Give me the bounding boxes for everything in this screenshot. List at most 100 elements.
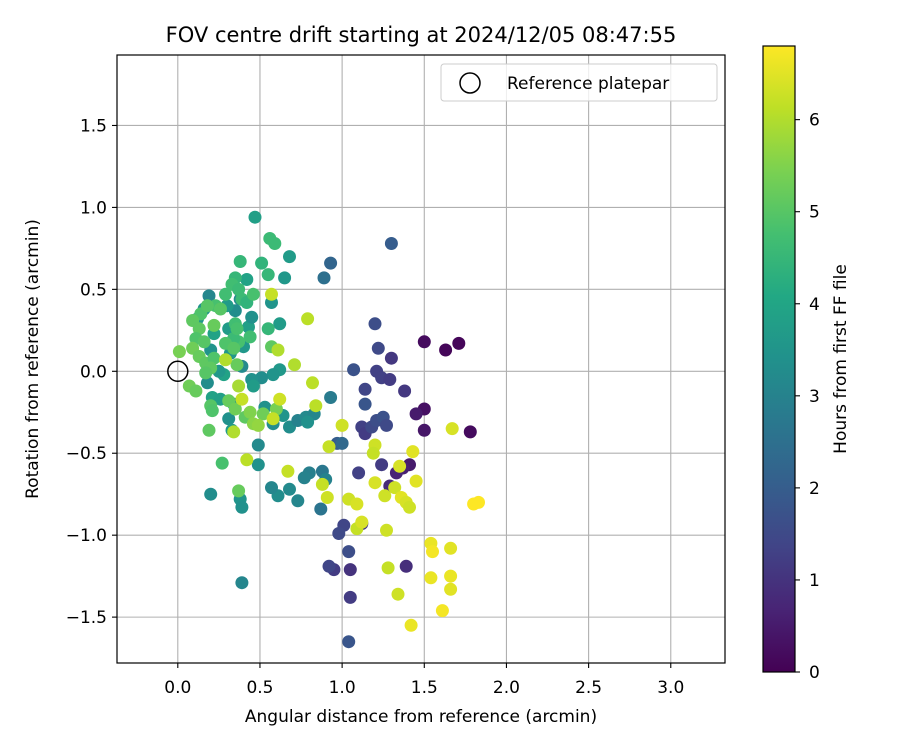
colorbar-tick-label: 0 bbox=[809, 663, 820, 683]
scatter-point bbox=[332, 527, 346, 540]
scatter-point bbox=[472, 495, 485, 509]
scatter-point bbox=[403, 500, 416, 514]
scatter-point bbox=[278, 271, 292, 285]
scatter-point bbox=[409, 474, 423, 488]
plot-area-frame bbox=[116, 54, 726, 664]
scatter-point bbox=[355, 515, 369, 529]
scatter-point bbox=[409, 407, 423, 421]
scatter-point bbox=[398, 384, 412, 398]
legend: Reference platepar bbox=[440, 63, 718, 102]
scatter-point bbox=[246, 287, 260, 301]
scatter-point bbox=[288, 358, 301, 372]
scatter-point bbox=[399, 559, 413, 573]
scatter-point bbox=[172, 345, 186, 359]
scatter-point bbox=[235, 392, 249, 406]
x-tick-label: 1.5 bbox=[411, 678, 438, 698]
scatter-point bbox=[251, 438, 265, 452]
scatter-point bbox=[350, 497, 364, 511]
scatter-point bbox=[297, 471, 311, 485]
scatter-point bbox=[343, 590, 357, 604]
scatter-point bbox=[439, 343, 453, 357]
scatter-point bbox=[388, 481, 402, 495]
scatter-point bbox=[205, 404, 219, 418]
x-tick-label: 0.0 bbox=[164, 678, 191, 698]
scatter-point bbox=[200, 299, 214, 313]
scatter-point bbox=[281, 464, 295, 478]
scatter-point bbox=[235, 500, 249, 514]
scatter-point bbox=[204, 487, 218, 501]
scatter-point bbox=[384, 237, 398, 250]
chart-title: FOV centre drift starting at 2024/12/05 … bbox=[166, 23, 677, 47]
scatter-point bbox=[320, 491, 334, 504]
scatter-point bbox=[266, 368, 280, 382]
scatter-point bbox=[358, 382, 372, 396]
y-tick-label: −0.5 bbox=[66, 444, 107, 464]
scatter-point bbox=[380, 523, 393, 537]
x-tick-label: 0.5 bbox=[246, 678, 273, 698]
scatter-point bbox=[381, 561, 395, 575]
reference-platepar-marker bbox=[167, 360, 189, 383]
legend-box bbox=[440, 63, 718, 102]
colorbar-tick-label: 2 bbox=[809, 479, 820, 499]
scatter-point bbox=[240, 453, 254, 467]
y-tick-label: 1.0 bbox=[80, 198, 107, 218]
scatter-point bbox=[233, 255, 247, 268]
scatter-point bbox=[243, 330, 257, 344]
y-tick-label: 0.5 bbox=[80, 280, 107, 300]
colorbar: 0 1 2 3 4 5 6 Hours from first FF file bbox=[762, 45, 851, 683]
scatter-point bbox=[417, 423, 431, 437]
x-tick-label: 1.0 bbox=[329, 678, 356, 698]
scatter-point bbox=[306, 376, 319, 390]
scatter-points bbox=[172, 210, 485, 649]
scatter-point bbox=[309, 399, 323, 413]
scatter-point bbox=[200, 376, 214, 390]
colorbar-tick-label: 3 bbox=[809, 387, 820, 407]
scatter-point bbox=[235, 576, 249, 590]
scatter-point bbox=[383, 373, 397, 386]
scatter-point bbox=[406, 445, 420, 459]
scatter-point bbox=[452, 336, 466, 350]
scatter-point bbox=[214, 302, 227, 316]
scatter-point bbox=[189, 384, 203, 398]
scatter-point bbox=[375, 458, 389, 472]
scatter-point bbox=[268, 237, 282, 250]
y-tick-label: −1.0 bbox=[66, 526, 107, 546]
scatter-point bbox=[314, 502, 328, 516]
scatter-point bbox=[227, 341, 241, 355]
scatter-point bbox=[219, 353, 232, 367]
y-tick-label: 1.5 bbox=[80, 116, 107, 136]
scatter-point bbox=[232, 484, 246, 498]
scatter-point bbox=[322, 440, 336, 454]
scatter-point bbox=[301, 312, 315, 326]
scatter-point bbox=[324, 256, 338, 270]
scatter-point bbox=[230, 358, 244, 372]
scatter-point bbox=[358, 397, 372, 411]
x-tick-label: 3.0 bbox=[657, 678, 684, 698]
scatter-point bbox=[324, 391, 338, 404]
scatter-point bbox=[463, 425, 477, 439]
scatter-point bbox=[444, 569, 458, 583]
scatter-point bbox=[417, 335, 431, 349]
scatter-point bbox=[426, 545, 439, 559]
colorbar-tick-label: 5 bbox=[809, 203, 820, 223]
scatter-point bbox=[261, 268, 275, 282]
scatter-point bbox=[251, 458, 265, 472]
scatter-point bbox=[265, 481, 278, 495]
scatter-point bbox=[378, 489, 392, 503]
colorbar-tick-label: 4 bbox=[809, 295, 820, 315]
scatter-point bbox=[227, 425, 241, 439]
x-axis-ticks: 0.0 0.5 1.0 1.5 2.0 2.5 3.0 bbox=[164, 663, 684, 698]
x-axis-label: Angular distance from reference (arcmin) bbox=[245, 707, 597, 727]
scatter-point bbox=[207, 318, 221, 332]
scatter-point bbox=[248, 210, 262, 224]
scatter-point bbox=[404, 618, 418, 632]
legend-entry-reference-platepar: Reference platepar bbox=[507, 74, 669, 94]
scatter-point bbox=[246, 379, 260, 393]
scatter-point bbox=[393, 459, 407, 473]
scatter-point bbox=[435, 604, 449, 618]
scatter-point bbox=[342, 545, 356, 559]
x-tick-label: 2.5 bbox=[575, 678, 602, 698]
colorbar-ticks: 0 1 2 3 4 5 6 bbox=[795, 111, 820, 683]
x-tick-label: 2.0 bbox=[493, 678, 520, 698]
